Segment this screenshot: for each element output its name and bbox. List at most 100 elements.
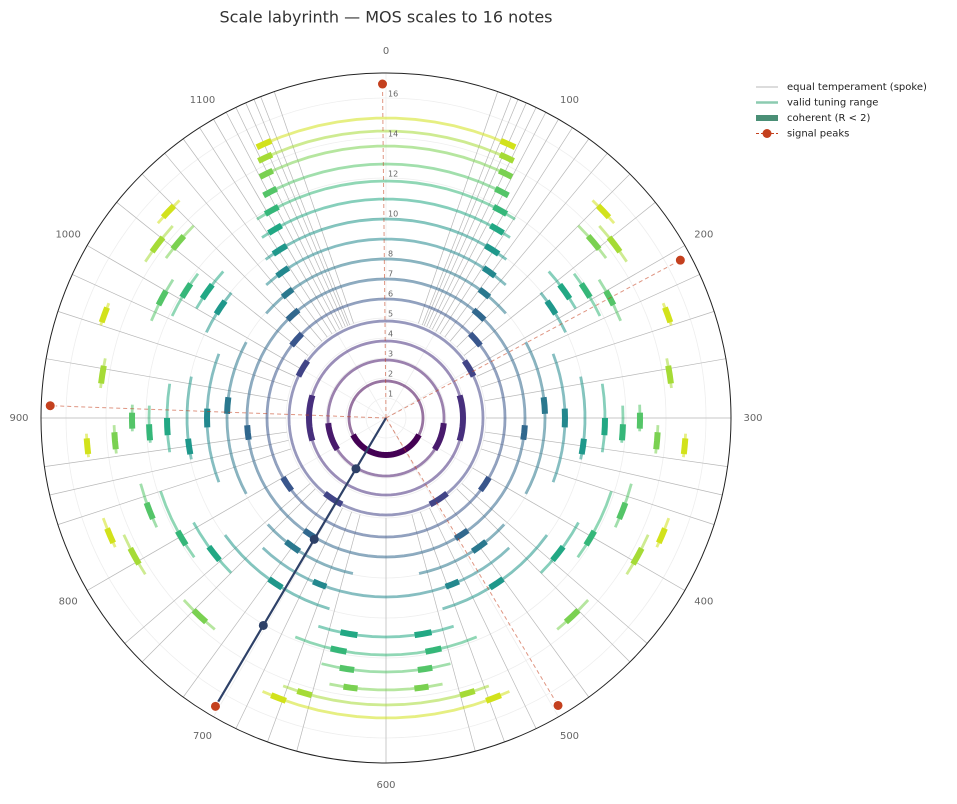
coherent-arc [271,695,286,701]
coherent-arc [659,528,665,542]
coherent-arc [494,207,507,214]
theta-tick-label: 500 [560,731,579,742]
coherent-arc [340,632,357,635]
coherent-arc [560,285,570,299]
theta-tick-label: 900 [9,413,28,424]
r-tick-label: 12 [388,170,398,179]
theta-tick-label: 1100 [190,95,215,106]
coherent-arc [343,687,357,689]
legend-label: coherent (R < 2) [787,113,871,124]
coherent-arc [633,548,642,564]
coherent-arc [298,361,307,376]
coherent-arc [269,226,282,234]
peak-marker [45,401,55,411]
r-tick-label: 5 [388,310,393,319]
r-tick-label: 6 [388,290,393,299]
peak-line [386,260,680,418]
coherent-arc [473,542,486,552]
coherent-arc [588,236,599,249]
coherent-arc [480,478,489,491]
legend-swatch-marker [763,129,772,138]
coherent-arc [178,531,186,545]
path-marker [351,464,360,473]
legend-label: valid tuning range [787,98,878,109]
coherent-arc [460,691,474,695]
theta-tick-label: 1000 [55,230,80,241]
coherent-arc [582,439,584,454]
coherent-arc [257,141,271,147]
coherent-arc [446,582,459,587]
coherent-arc [501,141,515,147]
coherent-arc [340,668,354,670]
coherent-arc [415,632,432,635]
et-spoke [142,489,315,662]
legend-label: equal temperament (spoke) [787,82,927,93]
coherent-arc [435,423,444,449]
coherent-arc [668,366,671,384]
coherent-arc [292,334,302,346]
et-spoke [58,449,291,525]
path-marker [259,621,268,630]
peak-line [383,84,386,418]
coherent-arc [247,425,249,439]
coherent-arc [87,438,88,454]
coherent-arc [665,308,670,323]
coherent-arc [456,530,468,538]
coherent-arc [479,289,489,297]
coherent-arc [260,171,273,177]
coherent-arc [152,237,163,251]
coherent-arc [286,542,299,552]
coherent-arc [486,695,501,701]
et-spoke [87,468,299,591]
theta-tick-label: 300 [743,413,762,424]
coherent-arc [209,547,220,561]
coherent-arc [202,285,212,299]
coherent-arc [269,579,282,588]
coherent-arc [283,478,292,491]
r-tick-label: 1 [388,390,393,399]
coherent-arc [309,395,312,440]
coherent-arc [491,226,504,234]
coherent-arc [581,284,590,298]
coherent-arc [656,432,657,449]
coherent-arc [483,268,494,276]
coherent-arc [566,610,578,622]
coherent-arc [182,284,191,298]
coherent-arc [684,438,685,454]
coherent-arc [604,418,605,435]
coherent-arc [102,308,107,323]
legend-item: valid tuning range [756,98,878,109]
theta-tick-label: 400 [694,597,713,608]
coherent-arc [586,531,594,545]
legend-label: signal peaks [787,129,849,140]
coherent-arc [486,246,499,254]
coherent-arc [460,395,463,440]
coherent-arc [418,668,432,670]
r-tick-label: 3 [388,350,393,359]
coherent-arc [158,291,166,305]
coherent-arc [130,548,139,564]
coherent-arc [622,424,623,440]
tuning-range-arc [225,535,329,609]
theta-tick-label: 200 [694,230,713,241]
r-tick-label: 2 [388,370,393,379]
coherent-arc [547,301,556,314]
coherent-arc [163,206,174,217]
tuning-range-arc [578,491,612,557]
legend-item: coherent (R < 2) [756,113,871,124]
tuning-range-arc [161,491,195,557]
coherent-arc [258,155,272,161]
coherent-arc [297,691,311,695]
theta-tick-label: 100 [560,95,579,106]
et-spoke [481,449,714,525]
coherent-arc [149,424,150,440]
coherent-arc [553,547,564,561]
coherent-arc [194,610,206,622]
coherent-arc [114,432,115,449]
coherent-arc [273,246,286,254]
coherent-arc [173,236,184,249]
coherent-arc [331,648,347,651]
tuning-range-arc [443,535,547,609]
et-spoke [214,119,337,331]
